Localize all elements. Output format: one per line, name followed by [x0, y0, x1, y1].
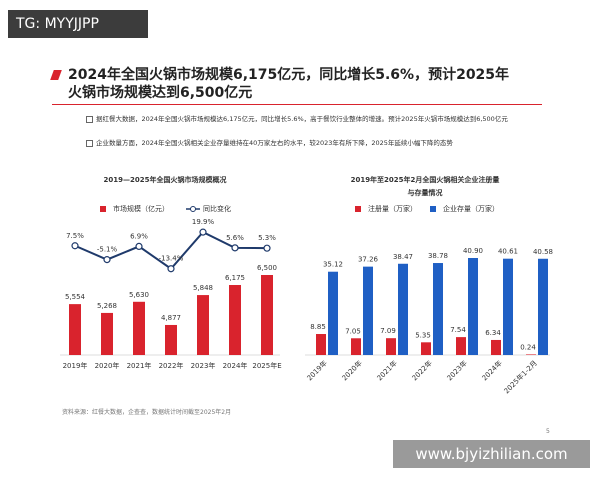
bar: [421, 342, 431, 355]
x-tick-label: 2024年: [480, 358, 504, 382]
bar: [363, 266, 373, 355]
legend-swatch: [190, 206, 196, 212]
bar: [197, 295, 209, 355]
legend-label: 同比变化: [203, 204, 231, 213]
data-label: 40.61: [498, 248, 518, 256]
x-tick-label: 2023年: [445, 358, 469, 382]
data-label: 5,848: [193, 284, 213, 292]
marker: [135, 242, 143, 251]
legend-label: 注册量（万家）: [368, 204, 417, 213]
marker: [71, 242, 79, 250]
bar: [503, 258, 513, 355]
rule: [52, 104, 542, 105]
bar: [165, 324, 177, 355]
bar: [538, 258, 548, 355]
bar: [229, 285, 241, 355]
data-label: 40.90: [463, 247, 483, 255]
data-label: 8.85: [310, 323, 326, 331]
data-label: 5.3%: [258, 234, 276, 242]
legend-swatch: [355, 206, 361, 212]
data-label: 5,554: [65, 293, 86, 301]
legend-swatch: [100, 206, 106, 212]
source: 资料来源：红餐大数据，企查查，数据统计时间截至2025年2月: [62, 409, 232, 416]
bar: [491, 339, 501, 355]
x-tick-label: 2024年: [223, 361, 248, 370]
x-tick-label: 2019年: [305, 358, 329, 382]
data-label: 38.47: [393, 253, 413, 261]
data-label: 7.09: [380, 327, 396, 335]
marker: [263, 244, 271, 252]
x-tick-label: 2020年: [340, 358, 364, 382]
data-label: -13.4%: [159, 255, 184, 263]
watermark: www.bjyizhilian.com: [393, 440, 590, 468]
data-label: 6,175: [225, 274, 245, 282]
marker: [231, 244, 239, 252]
data-label: -5.1%: [97, 246, 118, 254]
data-label: 5,268: [97, 302, 117, 310]
data-label: 4,877: [161, 314, 181, 322]
bar: [456, 337, 466, 355]
data-label: 0.24: [520, 343, 536, 351]
data-label: 6.34: [485, 329, 501, 337]
x-tick-label: 2019年: [63, 361, 88, 370]
bar: [261, 275, 273, 355]
bar: [398, 263, 408, 355]
legend-swatch: [430, 206, 436, 212]
page-number: 5: [546, 428, 550, 435]
chart-title: 2019年至2025年2月全国火锅相关企业注册量: [351, 175, 500, 184]
x-tick-label: 2022年: [410, 358, 434, 382]
x-tick-label: 2025年E: [252, 361, 281, 370]
x-tick-label: 2023年: [191, 361, 216, 370]
bar: [316, 334, 326, 355]
title-line: 2024年全国火锅市场规模6,175亿元，同比增长5.6%，预计2025年: [68, 67, 510, 83]
marker: [103, 256, 111, 264]
bar: [433, 263, 443, 355]
bullet: 据红餐大数据，2024年全国火锅市场规模达6,175亿元，同比增长5.6%，高于…: [86, 114, 546, 124]
data-label: 38.78: [428, 252, 448, 260]
x-tick-label: 2022年: [159, 361, 184, 370]
bar: [386, 338, 396, 355]
data-label: 6.9%: [130, 232, 148, 240]
data-label: 7.5%: [66, 232, 84, 240]
chart-title: 与存量情况: [408, 188, 443, 197]
bar: [526, 354, 536, 355]
bar: [328, 271, 338, 355]
data-label: 7.05: [345, 327, 361, 335]
bar: [101, 312, 113, 355]
marker: [167, 265, 175, 273]
data-label: 40.58: [533, 248, 553, 256]
bar: [133, 301, 145, 355]
data-label: 5,630: [129, 291, 149, 299]
data-label: 7.54: [450, 326, 466, 334]
x-tick-label: 2021年: [375, 358, 399, 382]
bar: [351, 338, 361, 355]
bar: [69, 304, 81, 355]
title-line: 火锅市场规模达到6,500亿元: [68, 85, 253, 101]
bar: [468, 258, 478, 355]
legend-label: 企业存量（万家）: [443, 204, 499, 213]
bullet: 企业数量方面，2024年全国火锅相关企业存量维持在40万家左右的水平，较2023…: [86, 138, 546, 148]
chart-title: 2019—2025年全国火锅市场规模概况: [104, 175, 227, 184]
marker: [199, 228, 207, 236]
data-label: 6,500: [257, 264, 277, 272]
x-tick-label: 2025年1-2月: [502, 358, 539, 395]
x-tick-label: 2021年: [127, 361, 152, 370]
data-label: 5.6%: [226, 234, 244, 242]
data-label: 5.35: [415, 331, 431, 339]
legend-label: 市场规模（亿元）: [113, 204, 169, 213]
data-label: 35.12: [323, 261, 343, 269]
overlay-tag: TG: MYYJJPP: [8, 10, 148, 38]
data-label: 19.9%: [192, 218, 215, 226]
x-tick-label: 2020年: [95, 361, 120, 370]
data-label: 37.26: [358, 256, 379, 264]
